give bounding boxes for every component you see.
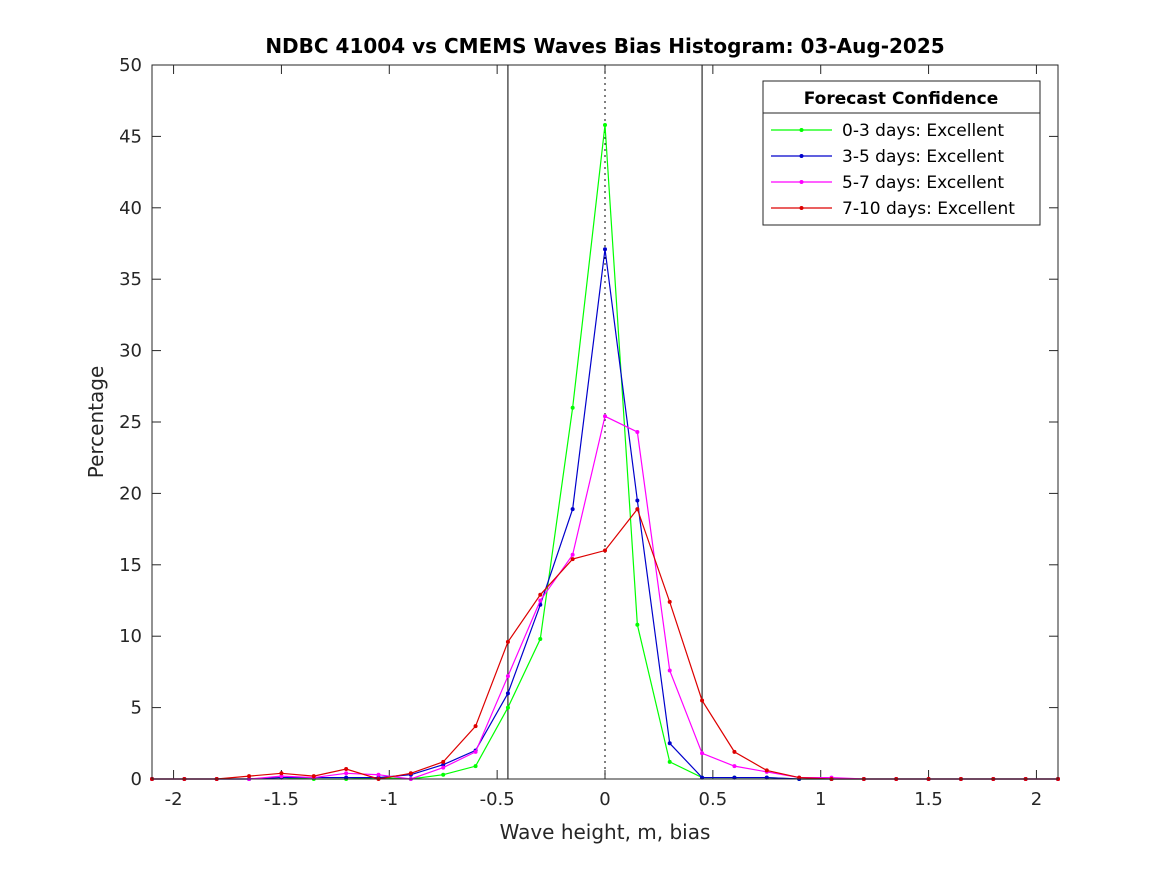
x-tick-labels: -2 -1.5 -1 -0.5 0 0.5 1 1.5 2 — [165, 789, 1043, 810]
data-point — [635, 622, 640, 627]
y-axis-label: Percentage — [84, 366, 108, 479]
data-point — [635, 429, 640, 434]
legend-marker — [799, 206, 804, 210]
axes-box — [151, 64, 1059, 780]
y-tick-label: 0 — [131, 769, 142, 790]
data-point — [344, 771, 349, 776]
x-axis-label: Wave height, m, bias — [500, 820, 711, 844]
x-tick-label: -1.5 — [264, 789, 299, 810]
legend-marker — [799, 128, 804, 132]
data-point — [279, 774, 284, 779]
data-point — [376, 772, 381, 777]
data-point — [538, 637, 543, 642]
data-point — [667, 668, 672, 673]
data-point — [473, 724, 478, 729]
data-point — [700, 698, 705, 703]
legend-item: 3-5 days: Excellent — [771, 147, 1004, 167]
legend-item: 0-3 days: Excellent — [771, 121, 1004, 141]
data-point — [667, 741, 672, 746]
legend-items: 0-3 days: Excellent 3-5 days: Excellent 5-… — [771, 121, 1015, 219]
data-point — [344, 767, 349, 772]
legend-marker — [799, 180, 804, 184]
data-point — [732, 749, 737, 754]
reference-lines — [507, 65, 703, 779]
x-tick-label: -1 — [380, 789, 398, 810]
legend-item: 5-7 days: Excellent — [771, 173, 1004, 193]
data-point — [473, 749, 478, 754]
data-point — [441, 765, 446, 770]
data-point — [603, 414, 607, 419]
legend-item: 7-10 days: Excellent — [771, 199, 1015, 219]
chart-title: NDBC 41004 vs CMEMS Waves Bias Histogram… — [265, 34, 944, 58]
data-point — [538, 592, 543, 597]
data-point — [279, 771, 284, 776]
y-tick-label: 40 — [119, 198, 142, 219]
data-point — [570, 507, 575, 512]
y-tick-label: 45 — [119, 126, 142, 147]
data-point — [505, 639, 510, 644]
y-tick-label: 15 — [119, 555, 142, 576]
legend-title: Forecast Confidence — [804, 89, 999, 109]
legend: Forecast Confidence 0-3 days: Excellent 3… — [762, 80, 1041, 226]
legend-label: 5-7 days: Excellent — [842, 173, 1004, 193]
data-point — [505, 674, 510, 679]
data-point — [700, 751, 705, 756]
y-tick-label: 20 — [119, 483, 142, 504]
x-tick-label: 1.5 — [914, 789, 943, 810]
data-point — [667, 759, 672, 764]
x-tick-label: -2 — [165, 789, 183, 810]
legend-marker — [799, 154, 804, 158]
y-tick-label: 35 — [119, 269, 142, 290]
data-point — [570, 552, 575, 557]
data-point — [441, 762, 446, 767]
data-point — [570, 405, 575, 410]
data-point — [570, 557, 575, 562]
data-point — [247, 774, 252, 779]
legend-label: 0-3 days: Excellent — [842, 121, 1004, 141]
data-point — [505, 705, 510, 710]
data-point — [635, 498, 640, 503]
data-point — [311, 774, 316, 779]
x-tick-label: -0.5 — [480, 789, 515, 810]
legend-box — [762, 80, 1041, 226]
data-point — [603, 247, 607, 252]
legend-label: 3-5 days: Excellent — [842, 147, 1004, 167]
y-tick-label: 5 — [131, 698, 142, 719]
data-point — [538, 598, 543, 603]
y-tick-label: 50 — [119, 55, 142, 76]
data-point — [603, 122, 607, 127]
data-point — [603, 548, 607, 553]
legend-label: 7-10 days: Excellent — [842, 199, 1015, 219]
data-point — [408, 771, 413, 776]
data-point — [441, 772, 446, 777]
x-tick-label: 0 — [599, 789, 610, 810]
data-point — [764, 768, 769, 773]
y-tick-label: 25 — [119, 412, 142, 433]
y-tick-label: 30 — [119, 341, 142, 362]
y-tick-label: 10 — [119, 626, 142, 647]
data-point — [732, 764, 737, 769]
data-point — [505, 691, 510, 696]
data-point — [441, 759, 446, 764]
data-point — [473, 764, 478, 769]
data-point — [635, 507, 640, 512]
x-tick-label: 0.5 — [699, 789, 728, 810]
x-tick-label: 1 — [815, 789, 826, 810]
data-point — [667, 599, 672, 604]
x-tick-label: 2 — [1031, 789, 1042, 810]
y-tick-labels: 0 5 10 15 20 25 30 35 40 45 50 — [119, 55, 142, 790]
